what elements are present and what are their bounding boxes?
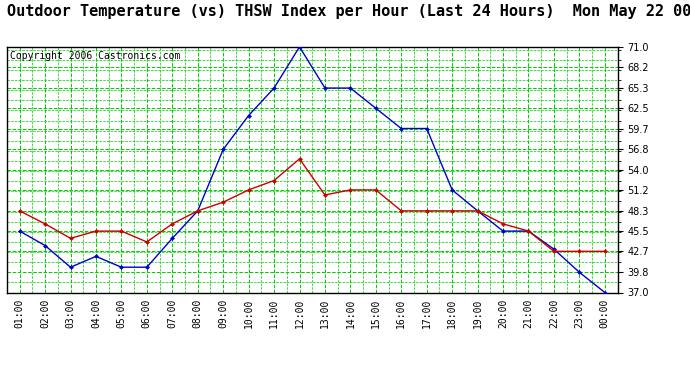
Text: Outdoor Temperature (vs) THSW Index per Hour (Last 24 Hours)  Mon May 22 00:01: Outdoor Temperature (vs) THSW Index per …	[7, 4, 690, 19]
Text: Copyright 2006 Castronics.com: Copyright 2006 Castronics.com	[10, 51, 180, 60]
